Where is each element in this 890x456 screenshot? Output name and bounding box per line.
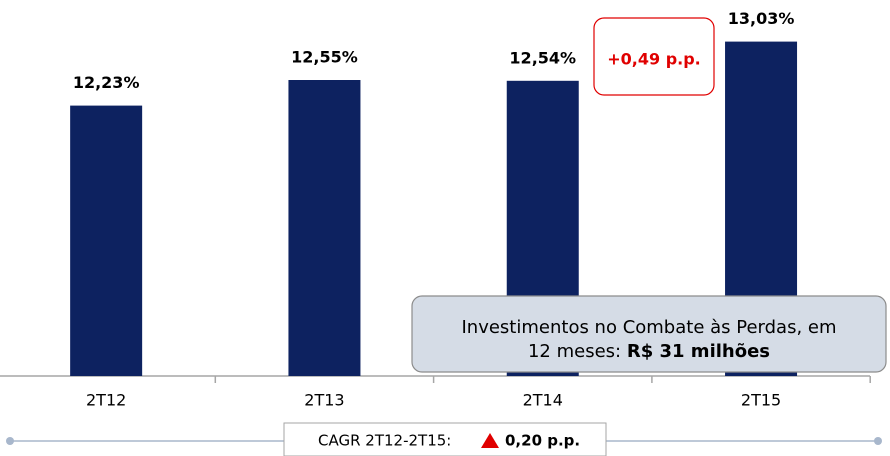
- callout-box: [411, 295, 887, 373]
- cagr-dot: [874, 437, 882, 445]
- callout-line: 12 meses:: [528, 341, 621, 362]
- data-label: 13,03%: [728, 9, 795, 28]
- cagr-box: [283, 422, 607, 456]
- x-tick-label: 2T12: [86, 391, 126, 410]
- callout-line: Investimentos no Combate às Perdas, em: [461, 317, 836, 338]
- data-label: 12,55%: [291, 48, 358, 67]
- difference-label: +0,49 p.p.: [607, 50, 701, 69]
- callout-value: R$ 31 milhões: [627, 341, 770, 362]
- x-tick-label: 2T14: [523, 391, 563, 410]
- cagr-value: 0,20 p.p.: [505, 432, 580, 450]
- bar: [70, 105, 143, 376]
- up-triangle: [481, 433, 499, 448]
- x-tick-label: 2T13: [304, 391, 344, 410]
- data-label: 12,23%: [73, 73, 140, 92]
- data-label: 12,54%: [509, 48, 576, 67]
- difference-box: [593, 17, 715, 96]
- callout-text: 12 meses: R$ 31 milhões: [528, 341, 770, 362]
- cagr-label: CAGR 2T12-2T15:: [318, 432, 451, 450]
- x-tick-label: 2T15: [741, 391, 781, 410]
- callout-text: Investimentos no Combate às Perdas, em: [461, 317, 836, 338]
- bar: [288, 80, 361, 376]
- cagr-dot: [6, 437, 14, 445]
